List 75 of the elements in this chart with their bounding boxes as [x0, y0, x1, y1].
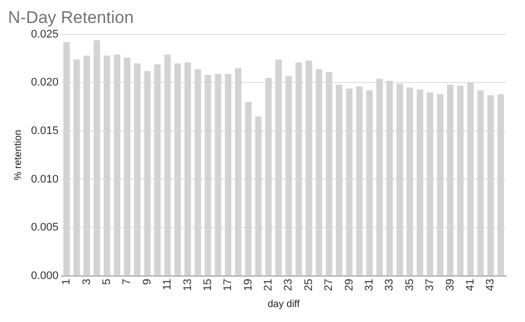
- bar: [487, 95, 494, 276]
- bar: [416, 89, 424, 276]
- y-axis-title: % retention: [12, 130, 24, 180]
- bar: [73, 60, 80, 276]
- x-tick-label: 11: [162, 278, 174, 290]
- bar: [184, 62, 191, 276]
- bar: [134, 63, 140, 276]
- bar: [356, 86, 363, 276]
- bar: [346, 88, 352, 276]
- bar: [245, 102, 252, 276]
- x-tick-label: 31: [363, 278, 376, 292]
- bar: [306, 60, 312, 276]
- bar: [234, 68, 242, 276]
- x-tick-label: 33: [384, 278, 396, 292]
- x-tick-label: 7: [121, 278, 134, 285]
- chart-title: N-Day Retention: [8, 8, 134, 27]
- bar: [447, 84, 454, 276]
- bar: [366, 90, 373, 276]
- x-tick-label: 43: [484, 278, 497, 292]
- bar: [275, 60, 282, 276]
- bar: [255, 116, 262, 276]
- bar: [336, 84, 342, 276]
- x-tick-label: 19: [242, 278, 254, 292]
- bar: [114, 54, 120, 276]
- x-tick-label: 1: [60, 278, 73, 285]
- bar: [204, 74, 212, 276]
- x-tick-label: 3: [80, 278, 93, 285]
- x-tick-label: 35: [404, 278, 416, 292]
- x-axis-title: day diff: [268, 298, 300, 310]
- y-tick-label: 0.000: [30, 270, 59, 282]
- bar: [477, 90, 484, 276]
- x-tick-label: 17: [222, 278, 234, 292]
- x-tick-label: 37: [424, 278, 436, 292]
- bar: [436, 94, 444, 276]
- bar: [457, 86, 464, 276]
- bar: [265, 78, 272, 276]
- bar: [84, 56, 90, 276]
- bar: [224, 74, 232, 276]
- bar: [326, 72, 332, 276]
- bar: [376, 78, 383, 276]
- bar: [285, 76, 292, 276]
- x-tick-label: 15: [202, 278, 214, 292]
- bar: [124, 58, 130, 276]
- x-tick-label: 39: [444, 278, 456, 292]
- x-tick-label: 23: [282, 278, 295, 292]
- bar: [94, 40, 100, 276]
- y-tick-label: 0.010: [30, 173, 59, 186]
- bar: [467, 82, 474, 276]
- x-tick-label: 21: [262, 278, 275, 292]
- x-tick-label: 25: [302, 278, 315, 292]
- bar: [296, 62, 302, 276]
- y-tick-label: 0.015: [30, 124, 59, 137]
- bar: [406, 88, 414, 276]
- y-tick-label: 0.005: [30, 222, 59, 234]
- bar: [194, 69, 202, 276]
- bar: [154, 64, 161, 276]
- bar: [316, 69, 322, 276]
- bar: [164, 54, 171, 276]
- bar: [63, 42, 70, 276]
- x-tick-label: 5: [100, 278, 113, 285]
- x-tick-label: 13: [182, 278, 194, 292]
- bar: [497, 94, 504, 276]
- x-tick-label: 27: [323, 278, 336, 292]
- bar: [426, 92, 434, 276]
- y-tick-label: 0.025: [30, 28, 59, 40]
- bar: [386, 80, 393, 276]
- y-tick-label: 0.020: [30, 76, 59, 89]
- x-tick-label: 9: [141, 278, 154, 285]
- bar: [214, 74, 222, 276]
- x-tick-label: 29: [343, 278, 356, 292]
- bar: [396, 84, 403, 276]
- bar: [104, 56, 110, 276]
- x-tick-label: 41: [464, 278, 476, 292]
- bar: [174, 63, 181, 276]
- bar: [144, 71, 151, 276]
